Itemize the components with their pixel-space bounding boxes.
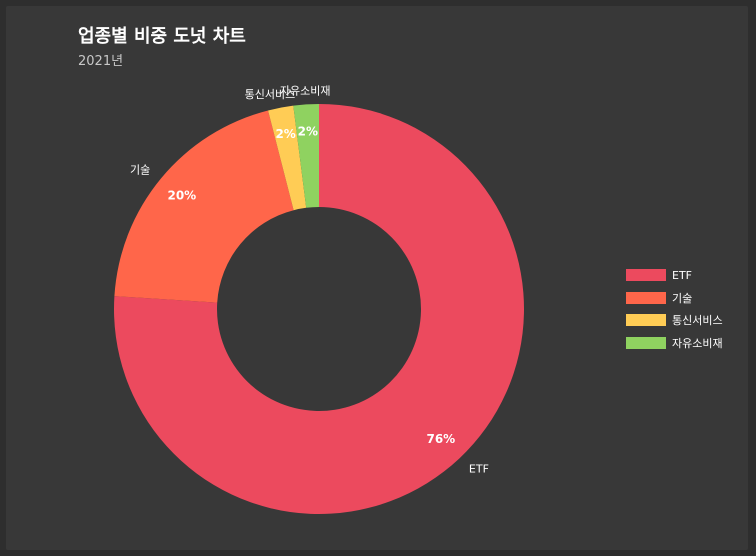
legend-label: 통신서비스: [672, 314, 723, 327]
chart-title: 업종별 비중 도넛 차트: [78, 26, 246, 47]
slice-etf[interactable]: [113, 104, 524, 514]
chart-legend: ETF 기술 통신서비스 자유소비재: [626, 268, 723, 358]
data-label: 2%: [275, 127, 295, 141]
legend-item-tech[interactable]: 기술: [626, 291, 723, 305]
data-label: 76%: [426, 432, 455, 446]
category-label: ETF: [469, 463, 489, 476]
slice-telecom[interactable]: [268, 105, 307, 211]
legend-swatch: [626, 291, 666, 304]
category-label: 통신서비스: [245, 88, 296, 101]
legend-label: 기술: [672, 291, 693, 305]
legend-label: ETF: [672, 268, 692, 282]
slice-consumer[interactable]: [293, 104, 319, 208]
category-label: 기술: [130, 163, 150, 176]
chart-subtitle: 2021년: [78, 54, 124, 69]
category-label: 자유소비재: [280, 84, 331, 97]
slice-tech[interactable]: [114, 110, 294, 303]
legend-item-consumer[interactable]: 자유소비재: [626, 336, 723, 350]
data-label: 2%: [298, 124, 318, 138]
legend-swatch: [626, 336, 666, 349]
legend-item-telecom[interactable]: 통신서비스: [626, 313, 723, 327]
legend-swatch: [626, 314, 666, 326]
legend-label: 자유소비재: [672, 336, 723, 350]
data-label: 20%: [167, 189, 196, 203]
legend-swatch: [626, 269, 666, 281]
legend-item-etf[interactable]: ETF: [626, 268, 723, 282]
